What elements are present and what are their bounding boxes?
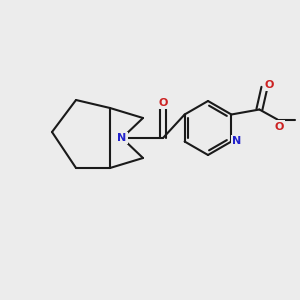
Text: N: N — [232, 136, 241, 146]
Text: O: O — [275, 122, 284, 131]
Text: O: O — [265, 80, 274, 89]
Text: N: N — [117, 133, 127, 143]
Text: O: O — [158, 98, 168, 108]
